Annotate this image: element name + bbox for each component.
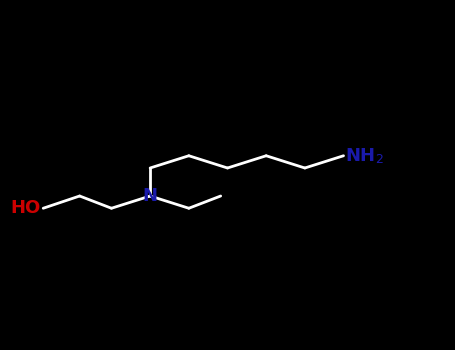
Text: 2: 2 bbox=[375, 153, 383, 167]
Text: NH: NH bbox=[346, 147, 376, 165]
Text: HO: HO bbox=[11, 199, 41, 217]
Text: N: N bbox=[143, 187, 157, 205]
